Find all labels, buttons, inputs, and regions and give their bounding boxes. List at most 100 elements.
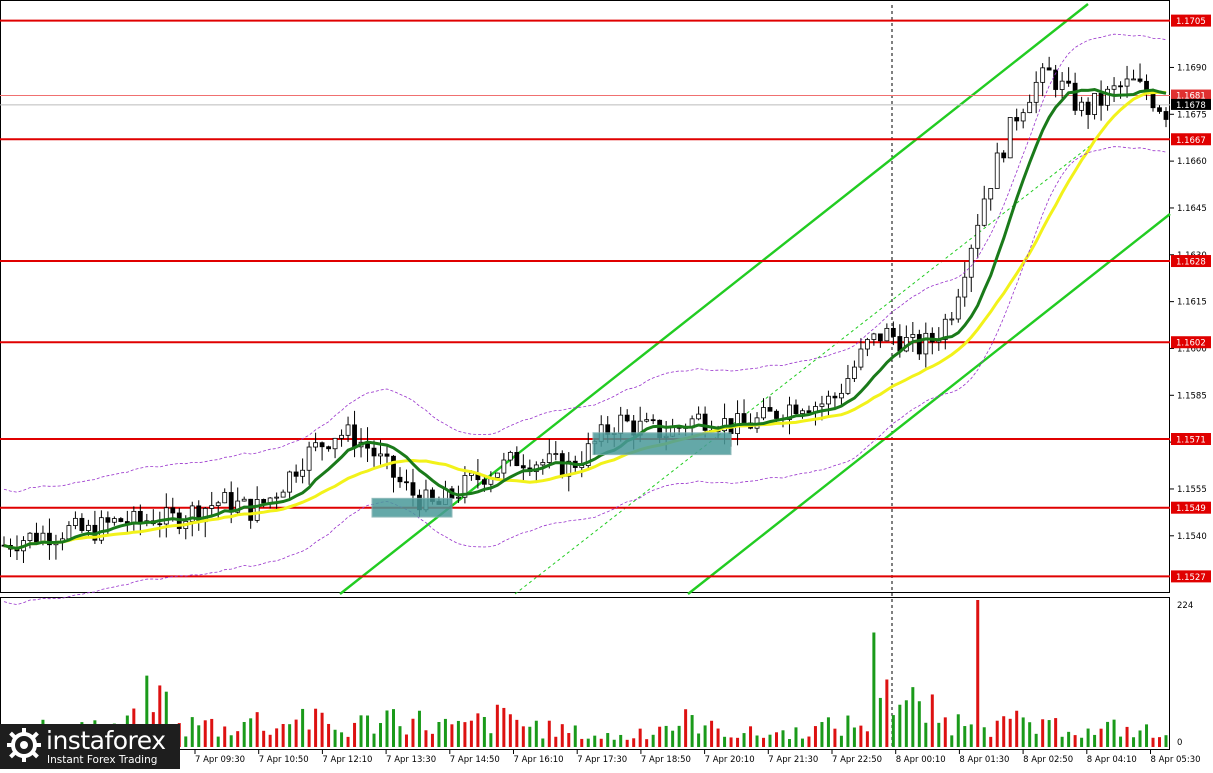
- level-tag: [1171, 501, 1211, 514]
- candle-body: [157, 523, 163, 526]
- candle-body: [507, 451, 513, 461]
- logo-name: instaforex: [46, 726, 166, 755]
- candle-body: [787, 404, 792, 420]
- time-tick-label: 7 Apr 09:30: [195, 755, 245, 765]
- candle-body: [761, 407, 766, 419]
- candle-body: [1059, 80, 1065, 90]
- candle-body: [137, 510, 143, 523]
- time-tick-label: 7 Apr 22:50: [832, 755, 882, 765]
- candle-body: [300, 469, 306, 477]
- level-tag: [1171, 14, 1211, 27]
- logo-tagline: Instant Forex Trading: [47, 754, 158, 766]
- candle-body: [858, 348, 864, 368]
- candle-body: [994, 152, 1000, 189]
- buy-zone-box: [592, 432, 732, 456]
- time-tick-label: 8 Apr 00:10: [896, 755, 946, 765]
- candle-body: [248, 498, 254, 521]
- candle-body: [384, 453, 390, 457]
- candle-body: [644, 419, 650, 422]
- candle-body: [826, 395, 831, 405]
- candle-body: [404, 481, 409, 484]
- candle-body: [767, 407, 773, 412]
- candle-body: [942, 318, 948, 340]
- candle-body: [1150, 93, 1156, 109]
- time-tick-label: 8 Apr 01:30: [959, 755, 1009, 765]
- candle-body: [319, 442, 325, 448]
- price-tick-label: 1.1555: [1177, 485, 1207, 495]
- candle-body: [1046, 67, 1052, 71]
- candle-body: [501, 459, 507, 474]
- candle-body: [845, 378, 851, 394]
- level-label: 1.1527: [1176, 573, 1206, 583]
- candle-body: [1014, 117, 1020, 122]
- candle-body: [514, 451, 520, 467]
- candle-body: [1111, 85, 1117, 90]
- candle-body: [1105, 88, 1110, 106]
- candle-body: [624, 414, 630, 422]
- candle-body: [293, 471, 299, 477]
- volume-max-label: 224: [1177, 601, 1193, 611]
- candle-body: [819, 403, 825, 407]
- time-tick-label: 7 Apr 18:50: [641, 755, 691, 765]
- level-label: 1.1705: [1176, 17, 1206, 27]
- candle-body: [832, 395, 838, 399]
- candle-body: [1007, 117, 1013, 159]
- candle-body: [553, 453, 559, 455]
- candle-body: [215, 502, 221, 506]
- candle-body: [955, 296, 961, 320]
- candle-body: [254, 499, 260, 521]
- candle-body: [241, 498, 247, 502]
- candle-body: [118, 518, 124, 522]
- time-tick-label: 7 Apr 10:50: [259, 755, 309, 765]
- candle-body: [884, 327, 890, 342]
- candle-body: [839, 392, 844, 399]
- envelope-lower-line: [3, 146, 1167, 606]
- ma-slow-line: [3, 90, 1167, 550]
- time-tick-label: 7 Apr 20:10: [705, 755, 755, 765]
- candle-body: [1131, 78, 1136, 81]
- candle-body: [228, 492, 234, 513]
- candle-body: [1033, 81, 1039, 103]
- level-tag: [1171, 433, 1211, 446]
- candle-body: [793, 404, 799, 415]
- candle-body: [1157, 107, 1162, 112]
- candle-body: [352, 424, 357, 448]
- level-tag: [1171, 570, 1211, 583]
- candle-body: [871, 333, 877, 340]
- time-tick-label: 7 Apr 17:30: [577, 755, 627, 765]
- candle-body: [378, 453, 383, 457]
- candle-body: [261, 499, 267, 504]
- logo-gear-icon: [7, 728, 41, 762]
- time-tick-label: 7 Apr 13:30: [386, 755, 436, 765]
- candle-body: [111, 518, 117, 523]
- level-tag: [1171, 336, 1211, 349]
- candle-body: [1098, 92, 1104, 106]
- candle-body: [566, 460, 572, 477]
- price-tick-label: 1.1540: [1177, 532, 1207, 542]
- candle-body: [540, 462, 546, 466]
- candle-body: [73, 517, 78, 526]
- price-tick-label: 1.1660: [1177, 157, 1207, 167]
- candle-body: [741, 413, 747, 424]
- channel-lower-line: [687, 213, 1171, 595]
- time-tick-label: 8 Apr 02:50: [1023, 755, 1073, 765]
- candle-body: [910, 334, 916, 338]
- time-tick-label: 7 Apr 14:50: [450, 755, 500, 765]
- envelope-upper-line: [3, 33, 1167, 493]
- level-label: 1.1549: [1176, 504, 1206, 514]
- candle-body: [27, 532, 33, 542]
- candle-body: [975, 224, 981, 249]
- time-tick-label: 7 Apr 16:10: [514, 755, 564, 765]
- candle-body: [1053, 69, 1059, 90]
- candle-body: [722, 418, 727, 432]
- candle-body: [339, 434, 344, 439]
- candle-body: [864, 339, 870, 350]
- candle-body: [852, 366, 857, 379]
- candle-body: [923, 332, 929, 355]
- level-label: 1.1602: [1176, 339, 1206, 349]
- candle-body: [696, 413, 702, 420]
- candle-body: [371, 447, 377, 457]
- candle-body: [235, 500, 241, 513]
- candle-body: [462, 475, 468, 498]
